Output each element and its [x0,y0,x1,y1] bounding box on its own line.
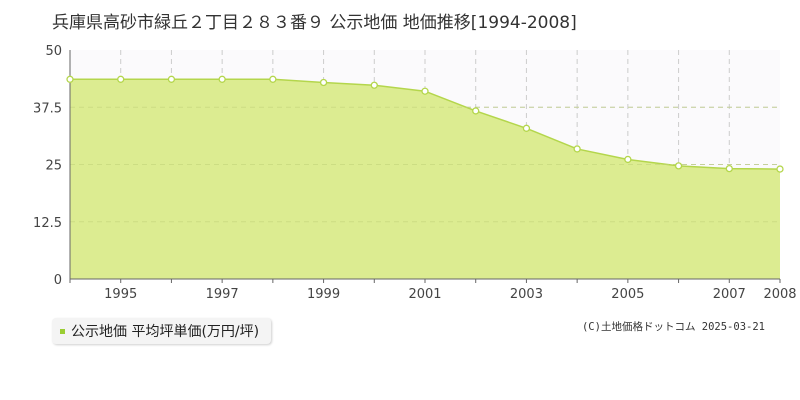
data-point [573,145,581,153]
y-tick-label: 50 [45,44,62,59]
data-point [725,164,733,173]
data-point [370,81,378,89]
y-tick-label: 0 [54,273,62,288]
legend-marker-icon [60,328,65,334]
y-tick-label: 37.5 [33,101,62,116]
data-point [624,155,632,164]
data-point [218,75,226,83]
data-point [319,78,328,87]
x-tick-label: 2008 [763,287,796,302]
x-tick-label: 1999 [307,287,340,302]
copyright-text: (C)土地価格ドットコム 2025-03-21 [581,321,765,333]
y-tick-label: 12.5 [33,216,62,231]
legend-label: 公示地価 平均坪単価(万円/坪) [71,324,260,340]
x-tick-label: 1995 [104,287,137,302]
data-point [674,162,683,170]
data-point [117,75,125,83]
data-point [167,75,176,83]
x-tick-label: 2005 [611,287,644,302]
x-tick-label: 2007 [713,287,746,302]
data-point [421,87,429,95]
legend: 公示地価 平均坪単価(万円/坪) [52,318,272,344]
x-tick-label: 1997 [206,287,239,302]
x-tick-label: 2001 [408,287,441,302]
series-area [70,79,780,279]
data-point [472,107,480,115]
data-point [522,124,531,132]
data-point [269,75,277,83]
data-point [66,75,74,83]
y-tick-label: 25 [45,159,62,174]
chart-title: 兵庫県高砂市緑丘２丁目２８３番９ 公示地価 地価推移[1994-2008] [52,13,577,33]
x-tick-label: 2003 [510,287,543,302]
data-point [776,165,784,173]
